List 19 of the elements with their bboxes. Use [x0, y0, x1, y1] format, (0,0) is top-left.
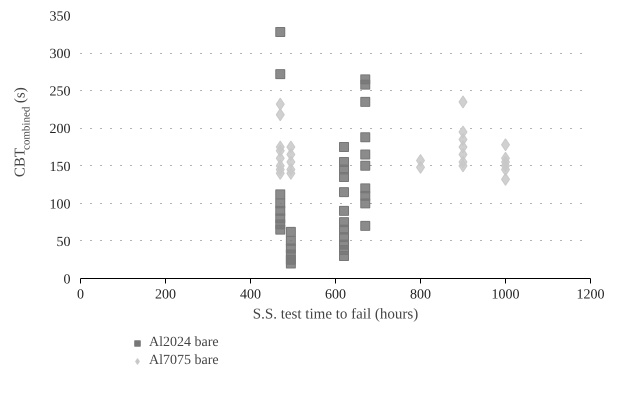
y-tick-label: 200: [50, 122, 70, 138]
x-tick-label: 600: [325, 288, 346, 302]
y-tick-label: 350: [50, 10, 70, 24]
x-axis-title: S.S. test time to fail (hours): [252, 306, 418, 322]
y-axis-title: CBTcombined (s): [12, 87, 32, 178]
y-tick-label: 150: [50, 160, 70, 175]
x-tick-label: 0: [77, 288, 84, 302]
legend-label: Al2024 bare: [149, 335, 219, 351]
legend-label: Al7075 bare: [149, 353, 219, 369]
x-tick-label: 400: [240, 288, 261, 302]
x-tick-label: 200: [155, 288, 176, 302]
x-tick-label: 1200: [576, 288, 604, 302]
y-tick-label: 100: [50, 197, 70, 212]
y-tick-label: 0: [64, 272, 70, 288]
x-tick-label: 800: [410, 288, 431, 302]
y-tick-label: 250: [50, 84, 70, 100]
x-tick-label: 1000: [492, 288, 520, 302]
y-tick-label: 50: [56, 234, 70, 250]
y-tick-label: 300: [50, 47, 70, 62]
